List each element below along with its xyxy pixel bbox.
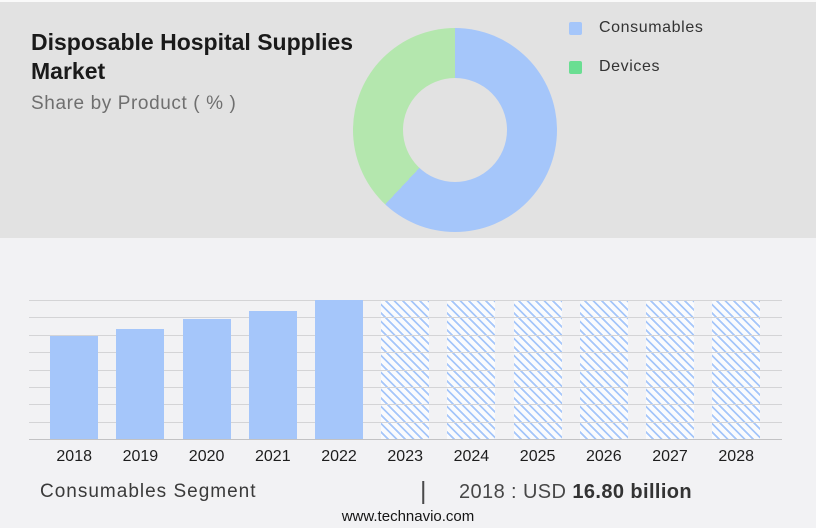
legend-swatch (569, 60, 582, 74)
header-section: Disposable Hospital Supplies Market Shar… (0, 0, 816, 238)
bar-2019 (116, 329, 165, 439)
x-axis-label: 2025 (519, 448, 556, 465)
bar-2020 (182, 319, 231, 439)
x-axis-label: 2026 (586, 448, 622, 465)
bar-2021 (248, 311, 297, 439)
donut-hole (403, 78, 507, 182)
bar-2018 (50, 336, 99, 439)
bar-chart-plot (29, 300, 782, 440)
gridline (29, 334, 782, 336)
legend-item-consumables: Consumables (569, 15, 703, 41)
gridline (29, 421, 782, 423)
website-text: www.technavio.com (341, 508, 475, 525)
donut-chart (353, 28, 557, 232)
gridline (29, 317, 782, 319)
legend: Consumables Devices (569, 15, 703, 93)
x-axis-label: 2022 (321, 448, 357, 465)
footer-value: 2018 : USD 16.80 billion (459, 481, 692, 504)
legend-item-devices: Devices (569, 54, 703, 80)
gridline (29, 439, 782, 440)
legend-label: Devices (599, 58, 661, 75)
x-axis-label: 2018 (56, 448, 92, 465)
gridline (29, 404, 782, 406)
gridline (29, 369, 782, 371)
legend-swatch (569, 21, 582, 35)
x-axis-label: 2020 (188, 448, 225, 465)
gridline (29, 352, 782, 354)
x-axis-label: 2023 (387, 448, 423, 465)
title-block: Disposable Hospital Supplies Market Shar… (31, 28, 371, 115)
x-axis-label: 2027 (652, 448, 688, 465)
legend-label: Consumables (599, 19, 704, 36)
x-axis-label: 2021 (255, 448, 291, 465)
x-axis-label: 2019 (122, 448, 159, 465)
x-axis-labels: 2018 2019 2020 2021 2022 2023 2024 2025 2026 2027… (29, 448, 782, 470)
footer-segment-label: Consumables Segment (40, 481, 257, 502)
gridline (29, 300, 782, 301)
x-axis-label: 2024 (453, 448, 490, 465)
page-title: Disposable Hospital Supplies Market (31, 29, 354, 84)
footer-separator: | (420, 477, 427, 505)
bar-2022 (315, 300, 363, 439)
bar-chart-section: 2018 2019 2020 2021 2022 2023 2024 2025 2026 2027… (0, 238, 816, 528)
x-axis-label: 2028 (718, 448, 754, 465)
footer-value-bold: 16.80 billion (572, 481, 693, 503)
footer-value-prefix: 2018 : USD (459, 481, 573, 503)
page-subtitle: Share by Product ( % ) (31, 93, 237, 114)
gridline (29, 386, 782, 388)
